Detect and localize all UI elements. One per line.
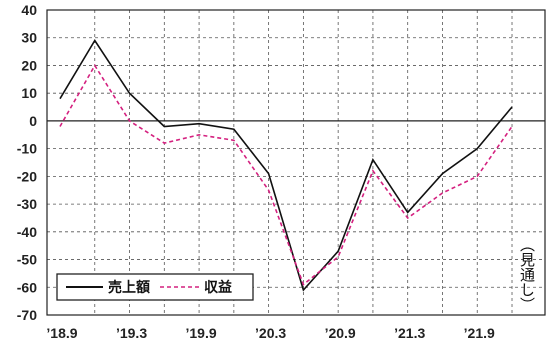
axes bbox=[46, 9, 546, 316]
series-lines bbox=[59, 38, 513, 292]
y-tick-label: 30 bbox=[21, 30, 37, 46]
y-tick-label: -60 bbox=[17, 279, 37, 295]
x-tick-labels: ’18.9 ’19.3 ’19.9 ’20.3 ’20.9 ’21.3 ’21.9 bbox=[46, 325, 495, 341]
x-tick-label: ’19.9 bbox=[186, 325, 217, 341]
legend-label-series-2: 収益 bbox=[204, 279, 232, 296]
plot-frame bbox=[46, 9, 546, 316]
y-tick-labels: 40 30 20 10 0 -10 -20 -30 -40 -50 -60 -70 bbox=[17, 2, 37, 323]
x-tick-label: ’19.3 bbox=[116, 325, 147, 341]
forecast-annotation: （見通し） bbox=[518, 237, 536, 312]
y-tick-label: 0 bbox=[29, 113, 37, 129]
y-tick-label: -10 bbox=[17, 141, 37, 157]
x-tick-label: ’18.9 bbox=[46, 325, 77, 341]
x-tick-label: ’20.3 bbox=[255, 325, 286, 341]
x-tick-label: ’20.9 bbox=[325, 325, 356, 341]
grid bbox=[47, 10, 545, 315]
series-line-1 bbox=[59, 38, 513, 292]
forecast-annotation-label: （見通し） bbox=[518, 237, 536, 312]
y-tick-label: 20 bbox=[21, 57, 37, 73]
y-tick-label: 40 bbox=[21, 2, 37, 18]
series-line-2 bbox=[59, 63, 513, 286]
y-tick-label: -40 bbox=[17, 224, 37, 240]
y-tick-label: 10 bbox=[21, 85, 37, 101]
x-tick-label: ’21.9 bbox=[464, 325, 495, 341]
y-tick-label: -50 bbox=[17, 252, 37, 268]
y-tick-label: -70 bbox=[17, 307, 37, 323]
y-tick-label: -30 bbox=[17, 196, 37, 212]
y-tick-label: -20 bbox=[17, 168, 37, 184]
legend: 売上額 収益 bbox=[56, 273, 254, 301]
x-tick-label: ’21.3 bbox=[394, 325, 425, 341]
legend-label-series-1: 売上額 bbox=[108, 279, 150, 296]
